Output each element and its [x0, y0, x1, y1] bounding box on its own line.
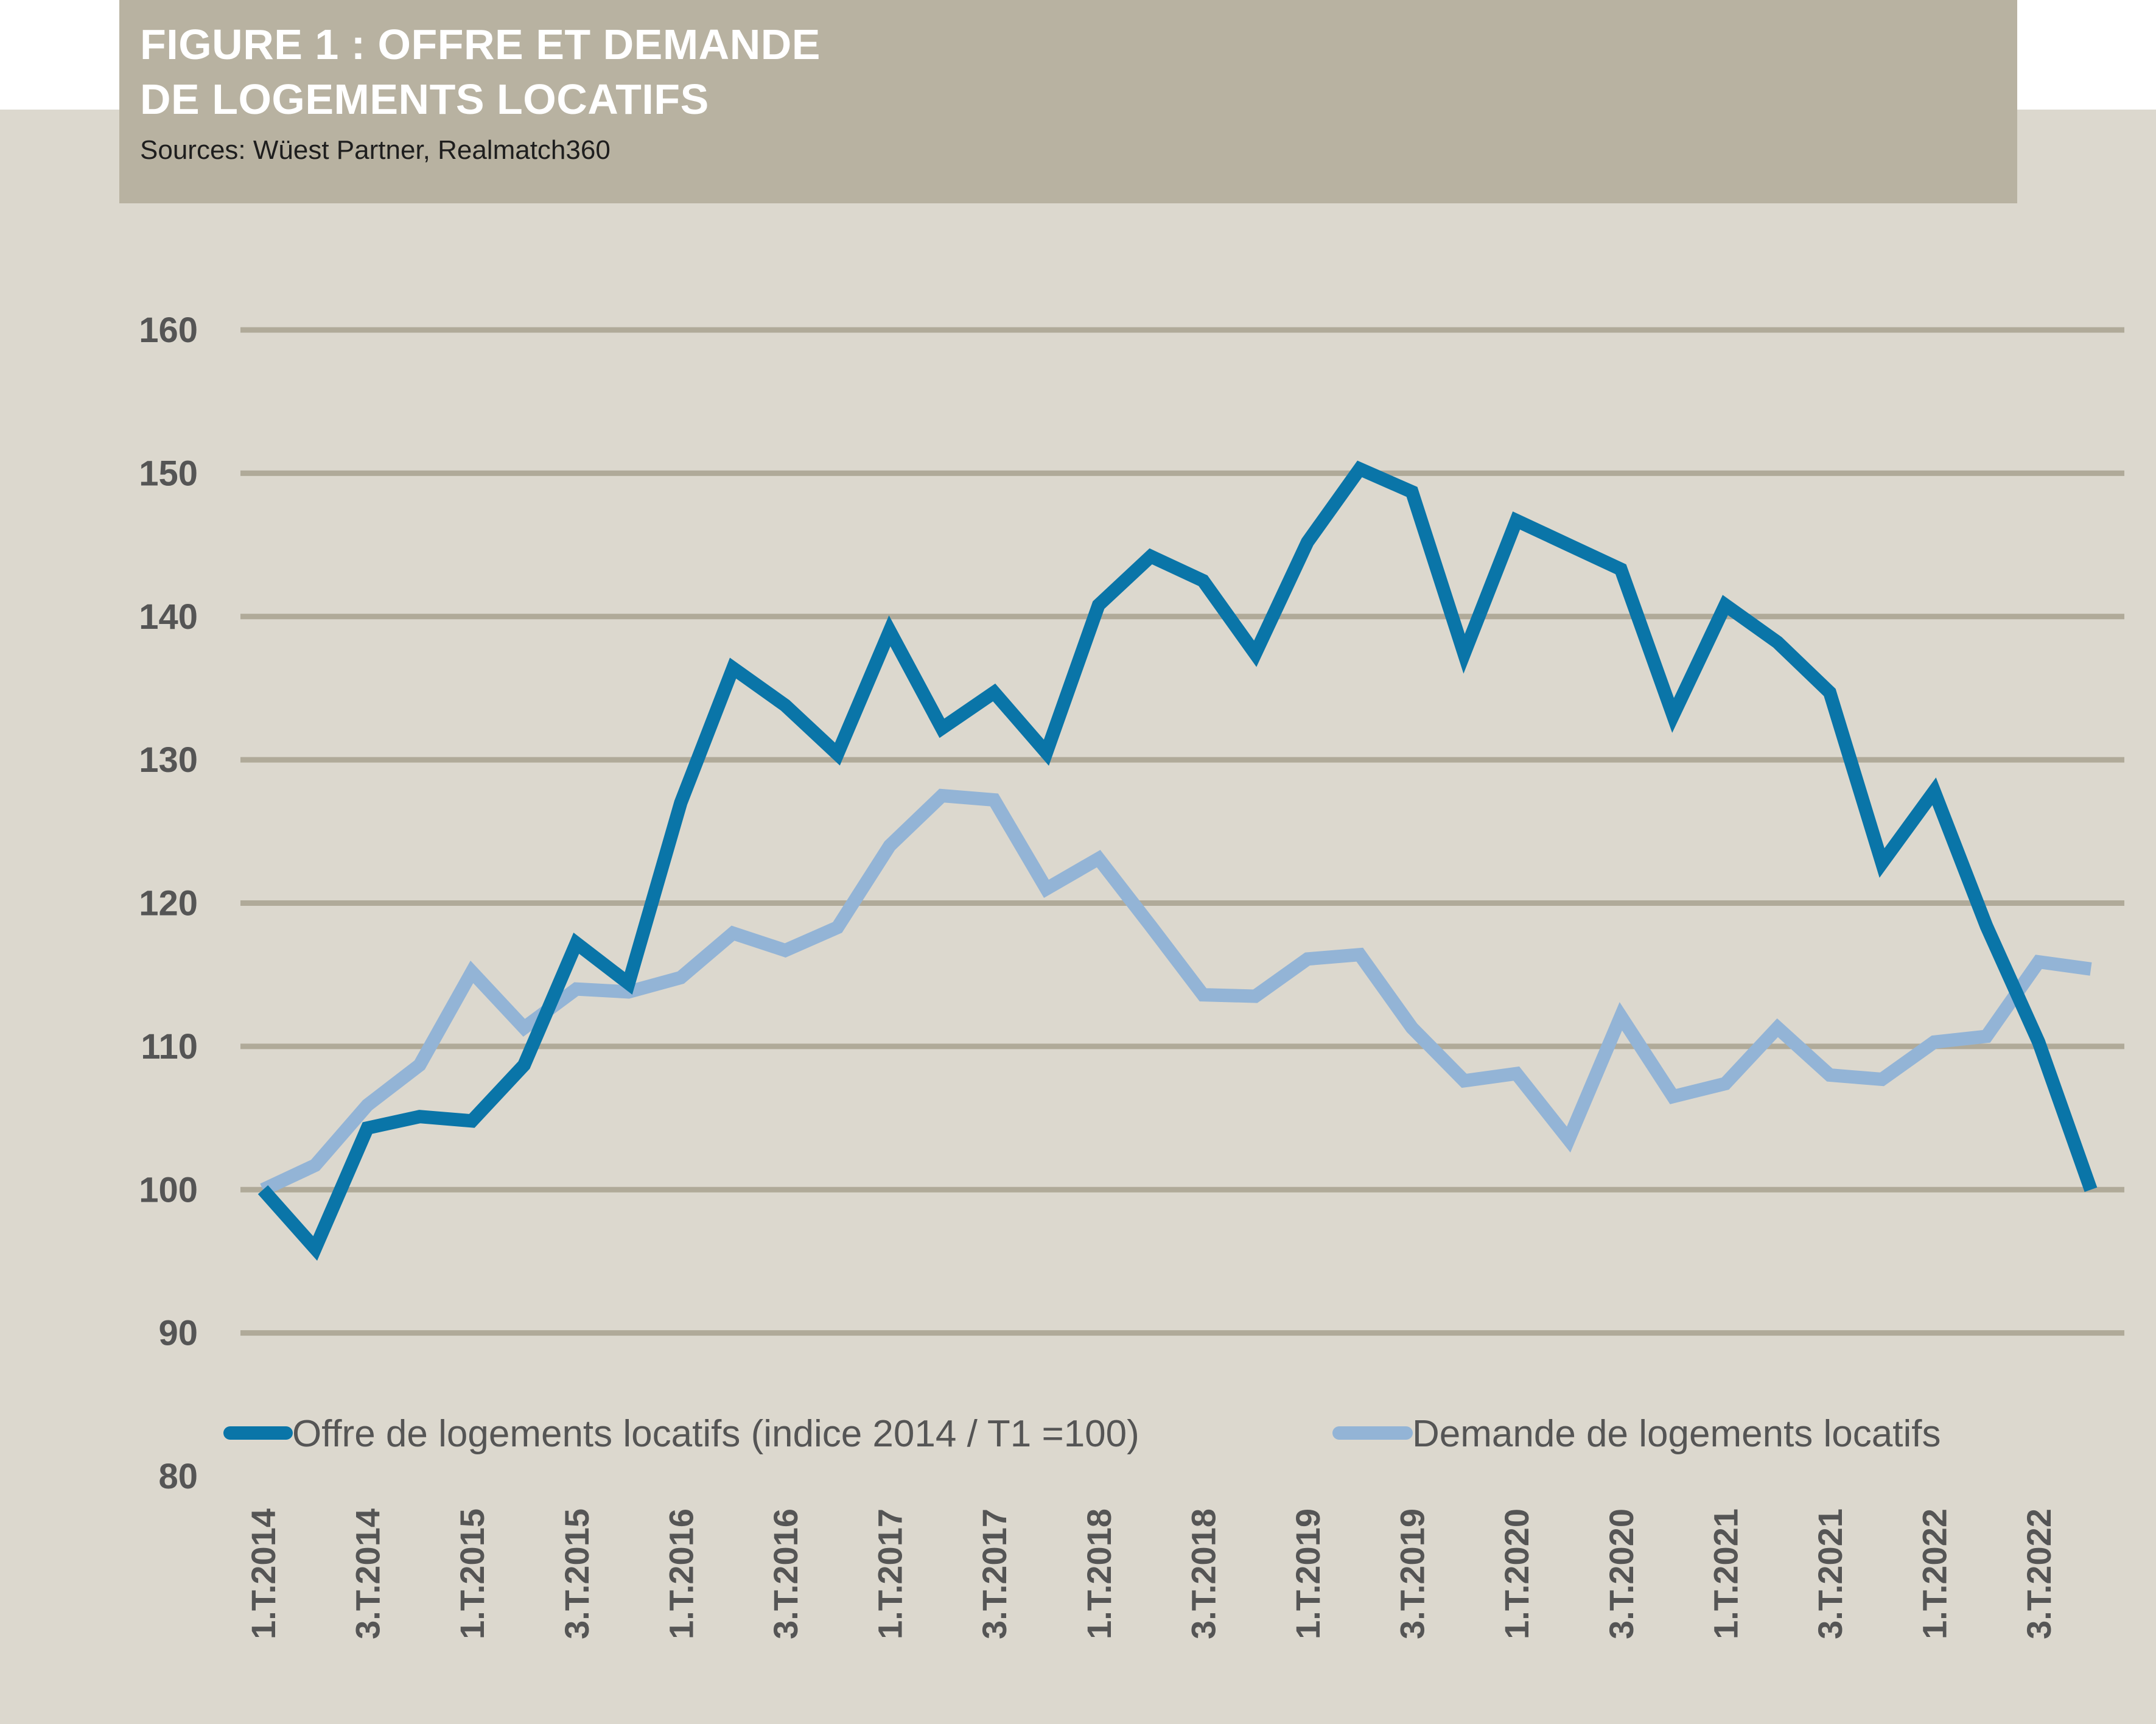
y-tick-label: 130: [139, 740, 198, 780]
chart-panel: [0, 110, 2156, 1724]
figure-title-line1: FIGURE 1 : OFFRE ET DEMANDE: [140, 21, 821, 68]
legend-label-offre: Offre de logements locatifs (indice 2014…: [292, 1413, 1139, 1455]
legend: Offre de logements locatifs (indice 2014…: [223, 1413, 1941, 1455]
x-axis-ticks: 1.T.2014 3.T.2014 1.T.2015 3.T.2015 1.T.2016…: [244, 1508, 2058, 1639]
y-tick-label: 100: [139, 1170, 198, 1210]
x-tick-label: 3.T.2015: [558, 1508, 596, 1639]
x-tick-label: 1.T.2014: [244, 1508, 282, 1639]
figure-source: Sources: Wüest Partner, Realmatch360: [140, 135, 611, 165]
series-lines: [257, 460, 2098, 1261]
figure-header: FIGURE 1 : OFFRE ET DEMANDE DE LOGEMENTS…: [119, 0, 2017, 203]
x-tick-label: 3.T.2017: [975, 1508, 1013, 1639]
series-line-offre: [257, 460, 2098, 1261]
x-tick-label: 3.T.2020: [1602, 1508, 1640, 1639]
series-line-demande: [260, 788, 2092, 1196]
y-tick-label: 150: [139, 454, 198, 493]
x-tick-label: 3.T.2021: [1811, 1508, 1849, 1639]
figure-title-line2: DE LOGEMENTS LOCATIFS: [140, 75, 709, 123]
y-tick-label: 120: [139, 884, 198, 923]
y-tick-label: 140: [139, 597, 198, 637]
x-tick-label: 1.T.2016: [662, 1508, 700, 1639]
x-tick-label: 1.T.2022: [1916, 1508, 1954, 1639]
x-tick-label: 3.T.2019: [1393, 1508, 1432, 1639]
x-tick-label: 3.T.2018: [1184, 1508, 1222, 1639]
gridlines: [240, 327, 2124, 1336]
y-axis-ticks: 80 90 100 110 120 130 140 150 160: [139, 310, 198, 1496]
x-tick-label: 1.T.2021: [1706, 1508, 1745, 1639]
x-tick-label: 1.T.2015: [453, 1508, 491, 1639]
y-tick-label: 160: [139, 310, 198, 350]
x-tick-label: 1.T.2018: [1080, 1508, 1118, 1639]
y-tick-label: 80: [158, 1457, 198, 1496]
x-tick-label: 1.T.2019: [1289, 1508, 1327, 1639]
x-tick-label: 3.T.2022: [2020, 1508, 2058, 1639]
legend-label-demande: Demande de logements locatifs: [1412, 1413, 1941, 1455]
y-tick-label: 110: [141, 1027, 198, 1067]
x-tick-label: 3.T.2014: [349, 1508, 387, 1639]
x-tick-label: 3.T.2016: [766, 1508, 805, 1639]
y-tick-label: 90: [158, 1314, 198, 1353]
x-tick-label: 1.T.2017: [871, 1508, 909, 1639]
x-tick-label: 1.T.2020: [1497, 1508, 1536, 1639]
